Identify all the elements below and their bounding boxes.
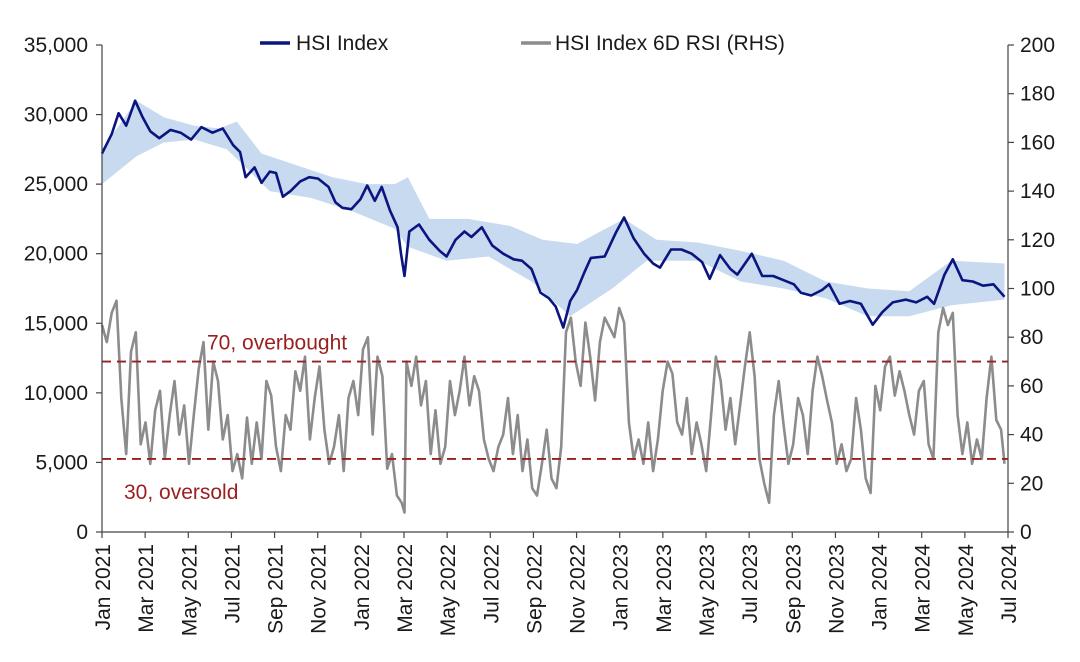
x-tick-label: Mar 2022 <box>394 544 417 633</box>
legend-layer: HSI Index HSI Index 6D RSI (RHS) <box>260 32 785 55</box>
x-tick-label: Mar 2024 <box>912 544 935 633</box>
x-tick-label: Nov 2023 <box>825 544 848 634</box>
x-tick-label: Jan 2024 <box>869 544 892 631</box>
left-tick-label: 25,000 <box>24 173 88 196</box>
x-tick-label: May 2021 <box>178 544 201 636</box>
rsi-layer <box>100 299 1006 514</box>
annotation-label-30: 30, oversold <box>124 481 238 504</box>
x-tick-label: Mar 2021 <box>135 544 158 633</box>
legend-label-hsi: HSI Index <box>296 32 389 55</box>
threshold-layer: 70, overbought 30, oversold <box>102 332 1008 504</box>
right-tick-label: 0 <box>1020 521 1032 544</box>
right-tick-label: 160 <box>1020 131 1055 154</box>
x-tick-label: Nov 2022 <box>567 544 590 634</box>
x-tick-label: May 2023 <box>696 544 719 636</box>
left-tick-label: 20,000 <box>24 243 88 266</box>
x-tick-label: Jan 2023 <box>610 544 633 630</box>
right-tick-label: 20 <box>1020 472 1043 495</box>
x-tick-label: Jan 2022 <box>351 544 374 630</box>
right-tick-label: 100 <box>1020 278 1055 301</box>
hsi-line <box>100 99 1006 329</box>
left-tick-label: 0 <box>76 521 88 544</box>
x-tick-label: Sep 2023 <box>782 544 805 634</box>
right-tick-label: 120 <box>1020 229 1055 252</box>
hsi-layer <box>100 99 1006 329</box>
right-tick-label: 60 <box>1020 375 1043 398</box>
band-area <box>102 100 1005 317</box>
annotation-label-70: 70, overbought <box>207 332 347 355</box>
left-tick-label: 10,000 <box>24 382 88 405</box>
x-tick-label: Mar 2023 <box>653 544 676 633</box>
left-tick-label: 30,000 <box>24 104 88 127</box>
x-tick-label: Jul 2022 <box>480 544 503 623</box>
x-tick-label: Sep 2021 <box>265 544 288 634</box>
x-tick-label: Jul 2021 <box>221 544 244 623</box>
left-tick-label: 35,000 <box>24 34 88 57</box>
x-tick-label: Jul 2024 <box>998 544 1021 624</box>
x-tick-label: May 2024 <box>955 544 978 637</box>
right-tick-label: 200 <box>1020 34 1055 57</box>
axes-layer: 0 5,000 10,000 15,000 20,000 25,000 30,000 35,0… <box>24 34 1055 636</box>
x-tick-label: Nov 2021 <box>308 544 331 634</box>
left-tick-label: 15,000 <box>24 312 88 335</box>
legend-label-rsi: HSI Index 6D RSI (RHS) <box>555 32 785 55</box>
band-layer <box>102 100 1005 317</box>
x-tick-label: May 2022 <box>437 544 460 636</box>
rsi-line <box>100 299 1006 514</box>
right-tick-label: 140 <box>1020 180 1055 203</box>
right-tick-label: 180 <box>1020 83 1055 106</box>
right-tick-label: 40 <box>1020 424 1043 447</box>
left-tick-label: 5,000 <box>35 451 88 474</box>
x-tick-label: Jul 2023 <box>739 544 762 623</box>
x-tick-label: Sep 2022 <box>523 544 546 634</box>
x-tick-label: Jan 2021 <box>92 544 115 630</box>
right-tick-label: 80 <box>1020 326 1043 349</box>
